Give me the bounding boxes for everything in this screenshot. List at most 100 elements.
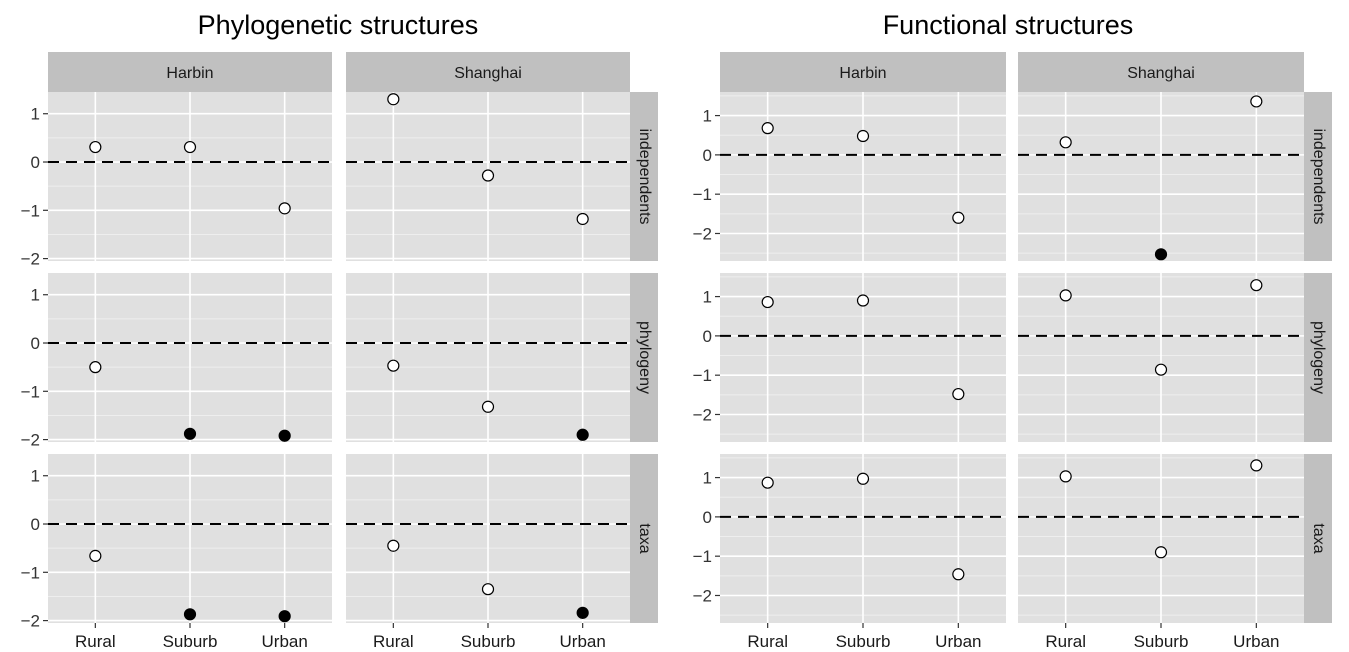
row-strip — [1304, 454, 1332, 623]
data-point — [576, 212, 589, 226]
y-tick-label: 1 — [31, 105, 40, 124]
y-tick-label: −2 — [693, 405, 712, 424]
data-point — [952, 568, 965, 581]
y-tick-label: 1 — [703, 469, 712, 488]
data-point — [387, 93, 400, 106]
y-tick-label: 0 — [31, 334, 40, 353]
data-point — [576, 428, 589, 441]
x-tick-label: Suburb — [836, 632, 891, 651]
data-point — [89, 140, 102, 154]
row-strip-label: taxa — [636, 523, 653, 553]
x-tick-label: Rural — [373, 632, 414, 651]
row-strip — [630, 454, 658, 623]
data-point — [481, 169, 495, 182]
y-tick-label: −2 — [693, 586, 712, 605]
y-tick-label: −1 — [693, 547, 712, 566]
column-strip-label: Harbin — [839, 65, 886, 82]
x-tick-label: Rural — [1045, 632, 1086, 651]
data-point — [387, 539, 400, 552]
column-strip-label: Harbin — [166, 65, 213, 82]
data-point — [576, 606, 589, 619]
panel-shanghai-independents — [1018, 92, 1304, 261]
row-strip — [1304, 92, 1332, 261]
panel-shanghai-phylogeny — [1018, 273, 1304, 442]
data-point — [278, 610, 291, 623]
data-point — [856, 129, 870, 143]
x-tick-label: Urban — [1233, 632, 1279, 651]
x-tick-label: Suburb — [461, 632, 516, 651]
data-point — [1154, 546, 1168, 559]
data-point — [1059, 470, 1072, 483]
row-strip-label: phylogeny — [1310, 321, 1327, 394]
x-tick-label: Rural — [747, 632, 788, 651]
column-strip-label: Shanghai — [454, 65, 522, 82]
x-tick-label: Urban — [560, 632, 606, 651]
data-point — [387, 359, 400, 372]
y-tick-label: −1 — [693, 366, 712, 385]
panel-shanghai-phylogeny — [346, 273, 630, 442]
data-point — [952, 387, 965, 401]
panel-harbin-phylogeny — [720, 273, 1006, 442]
row-strip — [630, 273, 658, 442]
column-strip — [720, 52, 1006, 92]
chart-title: Functional structures — [883, 10, 1134, 40]
data-point — [761, 295, 774, 309]
data-point — [1059, 289, 1072, 302]
data-point — [1059, 136, 1072, 149]
data-point — [1250, 459, 1263, 472]
panel-harbin-taxa — [720, 454, 1006, 623]
y-tick-label: 0 — [703, 146, 712, 165]
data-point — [183, 140, 197, 154]
panel-harbin-phylogeny — [48, 273, 332, 442]
data-point — [1154, 363, 1168, 376]
panel-shanghai-taxa — [1018, 454, 1304, 623]
data-point — [856, 472, 870, 485]
data-point — [278, 429, 291, 442]
data-point — [183, 608, 197, 621]
data-point — [89, 361, 102, 374]
data-point — [481, 400, 495, 413]
y-tick-label: −2 — [21, 612, 40, 631]
data-point — [952, 211, 965, 224]
x-tick-label: Urban — [262, 632, 308, 651]
panel-shanghai-taxa — [346, 454, 630, 623]
x-tick-label: Suburb — [1134, 632, 1189, 651]
x-tick-label: Suburb — [163, 632, 218, 651]
y-tick-label: 1 — [31, 286, 40, 305]
data-point — [89, 549, 102, 562]
chart-group-1: Phylogenetic structures Harbin Shanghai ind… — [21, 10, 658, 651]
panel-harbin-independents — [720, 92, 1006, 261]
chart-group-2: Functional structures Harbin Shanghai indep… — [693, 10, 1332, 651]
row-strip-label: independents — [1310, 128, 1327, 224]
y-tick-label: 0 — [31, 153, 40, 172]
data-point — [183, 427, 197, 440]
y-tick-label: −2 — [693, 224, 712, 243]
y-tick-label: −2 — [21, 431, 40, 450]
panel-harbin-taxa — [48, 454, 332, 623]
data-point — [1154, 248, 1168, 261]
data-point — [856, 294, 870, 307]
y-tick-label: −2 — [21, 250, 40, 269]
column-strip — [1018, 52, 1304, 92]
y-tick-label: −1 — [21, 563, 40, 582]
data-point — [278, 202, 291, 215]
column-strip-label: Shanghai — [1127, 65, 1195, 82]
chart-title: Phylogenetic structures — [198, 10, 479, 40]
row-strip-label: phylogeny — [636, 321, 653, 394]
y-tick-label: 1 — [703, 107, 712, 126]
row-strip — [1304, 273, 1332, 442]
y-tick-label: 0 — [703, 508, 712, 527]
data-point — [1250, 279, 1263, 292]
column-strip — [48, 52, 332, 92]
data-point — [761, 476, 774, 489]
panel-shanghai-independents — [346, 92, 630, 261]
y-tick-label: 1 — [31, 467, 40, 486]
row-strip-label: taxa — [1310, 523, 1327, 553]
data-point — [761, 122, 774, 135]
panel-harbin-independents — [48, 92, 332, 261]
y-tick-label: 1 — [703, 288, 712, 307]
y-tick-label: −1 — [21, 382, 40, 401]
row-strip — [630, 92, 658, 261]
row-strip-label: independents — [636, 128, 653, 224]
